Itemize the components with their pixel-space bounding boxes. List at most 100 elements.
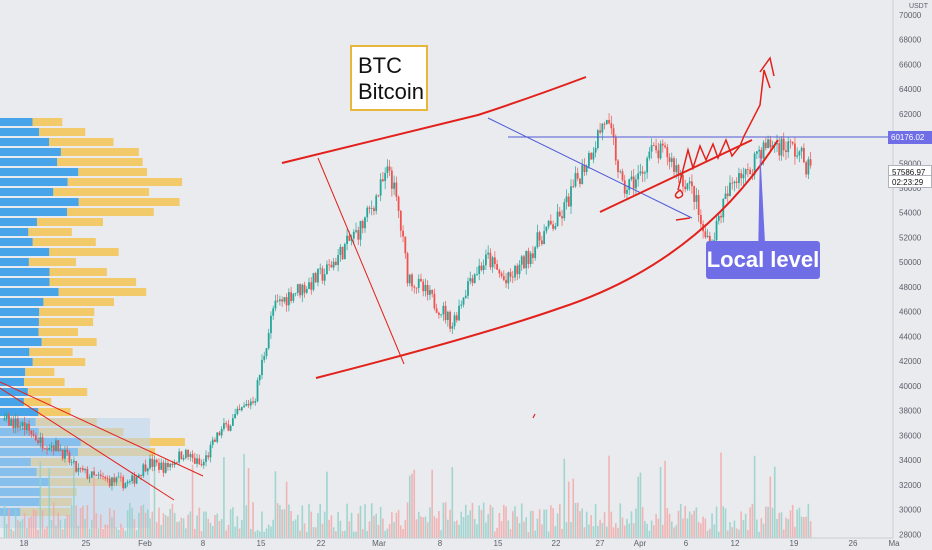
candle-body: [346, 235, 348, 245]
volume-profile-sell: [38, 328, 78, 336]
price-tick-label: 50000: [899, 258, 922, 267]
candle-body: [666, 147, 669, 158]
candle-body: [115, 477, 118, 483]
candle-body: [735, 181, 738, 183]
candle-body: [511, 276, 514, 278]
volume-bar: [773, 466, 776, 538]
candle-body: [276, 300, 279, 302]
candle-body: [415, 287, 418, 289]
volume-bar: [800, 516, 803, 538]
volume-bar: [75, 505, 77, 538]
candle-body: [576, 173, 579, 179]
volume-bar: [93, 475, 95, 538]
volume-bar: [760, 518, 763, 538]
candle-body: [543, 231, 546, 245]
candle-body: [753, 153, 756, 175]
time-tick-label: 18: [20, 539, 29, 548]
candle-body: [180, 451, 183, 460]
candle-body: [337, 255, 340, 265]
candle-body: [612, 128, 615, 138]
candle-body: [677, 165, 680, 176]
red-dot-mark: [532, 413, 536, 419]
volume-bar: [26, 527, 28, 538]
candle-body: [131, 475, 134, 482]
candle-body: [706, 235, 709, 238]
price-axis[interactable]: 28000 30000 32000 34000 36000 38000 40000 42000…: [892, 0, 932, 550]
volume-bar: [702, 516, 704, 538]
volume-profile-sell: [53, 188, 150, 196]
candle-body: [552, 224, 554, 229]
candle-body: [158, 462, 160, 470]
candle-body: [780, 138, 783, 156]
candle-body: [408, 274, 411, 284]
time-tick-label: 8: [201, 539, 206, 548]
candle-body: [715, 220, 718, 241]
candle-body: [467, 281, 469, 296]
volume-bar: [769, 476, 772, 538]
volume-bar: [314, 527, 317, 538]
candle-body: [554, 225, 557, 229]
volume-bar: [630, 511, 633, 538]
candle-body: [628, 179, 631, 190]
time-tick-label: 27: [596, 539, 605, 548]
price-tick-label: 52000: [899, 233, 922, 242]
candle-body: [532, 253, 534, 258]
candle-body: [603, 123, 606, 125]
volume-bar: [37, 529, 39, 538]
volume-bar: [704, 518, 707, 538]
volume-bar: [583, 527, 586, 538]
candle-body: [175, 462, 178, 464]
volume-bar: [601, 522, 604, 538]
volume-bar: [377, 524, 380, 538]
candle-body: [321, 268, 324, 281]
volume-profile-buy: [0, 288, 59, 296]
candle-body: [608, 120, 610, 124]
volume-bar: [753, 455, 756, 538]
price-tick-label: 36000: [899, 431, 922, 440]
candle-body: [153, 459, 156, 467]
volume-profile-buy: [0, 118, 33, 126]
candle-body: [444, 305, 447, 321]
volume-bar: [155, 522, 158, 538]
candle-body: [310, 282, 313, 290]
candle-body: [791, 141, 794, 144]
time-tick-label: Feb: [138, 539, 152, 548]
candle-body: [393, 182, 396, 189]
candle-body: [496, 264, 499, 270]
volume-bar: [310, 511, 313, 538]
volume-profile-buy: [0, 258, 29, 266]
volume-bar: [464, 504, 467, 538]
price-tick-label: 40000: [899, 382, 922, 391]
volume-profile-sell: [39, 308, 95, 316]
projection-arrowhead: [759, 56, 775, 77]
candle-body: [527, 250, 530, 265]
candle-body: [214, 439, 216, 442]
volume-bar: [467, 515, 469, 538]
candle-body: [493, 257, 496, 265]
volume-bar: [491, 507, 494, 538]
volume-bar: [762, 523, 765, 538]
candle-body: [798, 151, 801, 156]
candle-body: [209, 444, 212, 458]
candle-body: [200, 464, 203, 466]
time-tick-label: 26: [849, 539, 858, 548]
candle-body: [500, 273, 503, 277]
candle-body: [691, 181, 693, 187]
time-axis[interactable]: 18 25 Feb 8 15 22 Mar 8 15 22 27 Apr 6 12 19 26 Ma: [0, 537, 932, 550]
volume-bar: [563, 458, 566, 538]
volume-bar: [536, 518, 539, 538]
candle-body: [240, 407, 243, 411]
volume-bar: [265, 528, 268, 538]
volume-bar: [19, 521, 21, 538]
volume-profile-buy: [0, 388, 28, 396]
volume-bar: [516, 516, 519, 538]
volume-bar: [328, 519, 330, 538]
candle-body: [516, 265, 519, 275]
candle-body: [395, 182, 398, 197]
volume-bar: [780, 512, 783, 538]
volume-bar: [623, 525, 626, 538]
volume-bar: [720, 452, 722, 538]
candle-body: [764, 142, 767, 149]
candle-body: [514, 265, 516, 278]
volume-bar: [567, 481, 570, 538]
